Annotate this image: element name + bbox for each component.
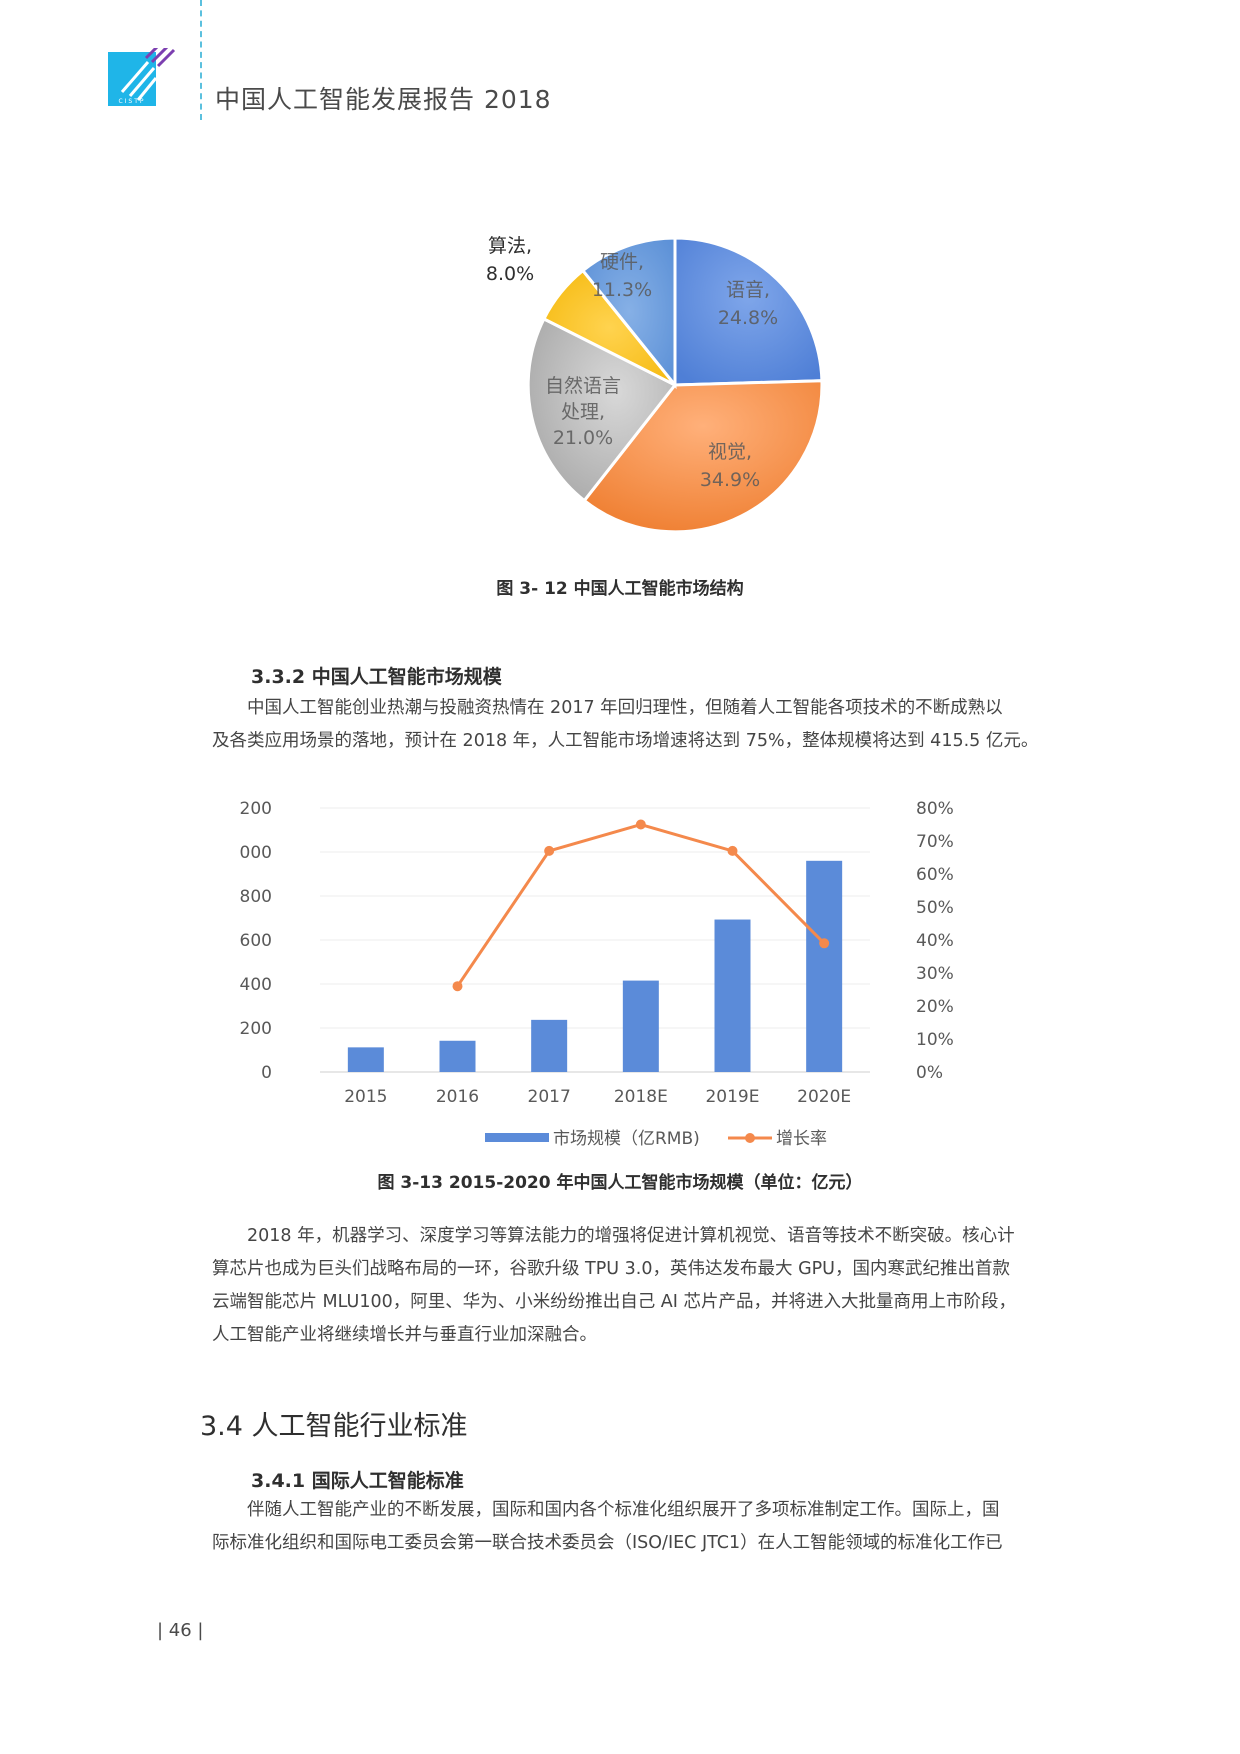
paragraph-line: 中国人工智能创业热潮与投融资热情在 2017 年回归理性，但随着人工智能各项技术… — [212, 698, 1003, 718]
chart-gridlines — [320, 807, 870, 1073]
pie-value-speech: 24.8% — [718, 307, 778, 329]
left-axis-tick-label: 0 — [261, 1063, 272, 1083]
pie-value-hardware: 11.3% — [592, 279, 652, 301]
figure-caption-3-12: 图 3- 12 中国人工智能市场结构 — [496, 579, 744, 599]
legend-swatch-market-size — [485, 1133, 549, 1142]
section-heading-3-4-1: 3.4.1 国际人工智能标准 — [251, 1470, 464, 1492]
growth-rate-point — [635, 819, 646, 830]
bar-2020E — [806, 860, 843, 1072]
paragraph-line: 际标准化组织和国际电工委员会第一联合技术委员会（ISO/IEC JTC1）在人工… — [212, 1533, 1003, 1553]
market-structure-pie: 语音, 24.8% 视觉, 34.9% 自然语言 处理, 21.0% 算法, 8… — [486, 235, 824, 534]
right-axis-tick-label: 30% — [916, 964, 954, 984]
section-heading-3-3-2: 3.3.2 中国人工智能市场规模 — [251, 666, 502, 688]
pie-slice-speech — [673, 236, 824, 387]
pie-value-vision: 34.9% — [700, 469, 760, 491]
pie-label-nlp-1: 自然语言 — [545, 375, 621, 397]
section-heading-3-4: 3.4 人工智能行业标准 — [200, 1411, 468, 1442]
left-axis-tick-label: 600 — [240, 931, 272, 951]
pie-slice-hardware — [580, 236, 677, 390]
right-axis-tick-label: 80% — [916, 799, 954, 819]
paragraph-line: 伴随人工智能产业的不断发展，国际和国内各个标准化组织展开了多项标准制定工作。国际… — [212, 1500, 1000, 1520]
left-axis-tick-label: 1200 — [240, 799, 272, 819]
chart-x-axis-ticks: 2015 2016 2017 2018E 2019E 2020E — [344, 1087, 851, 1107]
header-title: 中国人工智能发展报告 2018 — [215, 85, 552, 114]
pie-label-vision: 视觉, — [708, 441, 752, 463]
left-axis-tick-label: 1000 — [240, 843, 272, 863]
bar-2017 — [531, 1019, 568, 1072]
right-axis-tick-label: 10% — [916, 1030, 954, 1050]
bar-2019E — [714, 919, 751, 1072]
paragraph-line: 云端智能芯片 MLU100，阿里、华为、小米纷纷推出自己 AI 芯片产品，并将进… — [212, 1292, 1017, 1312]
paragraph-line: 人工智能产业将继续增长并与垂直行业加深融合。 — [212, 1325, 597, 1345]
page-number-bar-left: | — [157, 1620, 169, 1641]
section-paragraph-3-4-1: 伴随人工智能产业的不断发展，国际和国内各个标准化组织展开了多项标准制定工作。国际… — [212, 1494, 1112, 1560]
legend-swatch-growth-dot — [745, 1133, 755, 1143]
chart-bars — [347, 860, 843, 1072]
growth-rate-point — [452, 981, 463, 992]
x-axis-tick-label: 2019E — [705, 1087, 759, 1107]
x-axis-tick-label: 2017 — [528, 1087, 571, 1107]
bar-2015 — [347, 1047, 384, 1072]
pie-slice-vision — [582, 379, 824, 534]
x-axis-tick-label: 2020E — [797, 1087, 851, 1107]
right-axis-tick-label: 50% — [916, 898, 954, 918]
pie-slice-nlp — [526, 316, 678, 503]
cistp-logo: CISTP — [108, 44, 180, 112]
paragraph-line: 及各类应用场景的落地，预计在 2018 年，人工智能市场增速将达到 75%，整体… — [212, 731, 1039, 751]
page-number-value: 46 — [168, 1620, 192, 1641]
figure-caption-3-13: 图 3-13 2015-2020 年中国人工智能市场规模（单位：亿元） — [377, 1173, 863, 1193]
header-divider — [200, 0, 202, 120]
market-size-chart: 0 200 400 600 800 1000 1200 0% 10% 20% 30% 40% 50% 6… — [240, 799, 954, 1149]
right-axis-tick-label: 20% — [916, 997, 954, 1017]
pie-label-algorithm: 算法, — [488, 235, 532, 257]
pie-label-hardware: 硬件, — [600, 251, 644, 273]
legend-label-growth: 增长率 — [776, 1129, 827, 1149]
left-axis-tick-label: 200 — [240, 1019, 272, 1039]
logo-text: CISTP — [118, 98, 145, 105]
bar-2018E — [622, 980, 659, 1072]
chart-legend: 市场规模（亿RMB) 增长率 — [485, 1129, 827, 1149]
paragraph-line: 2018 年，机器学习、深度学习等算法能力的增强将促进计算机视觉、语音等技术不断… — [212, 1226, 1015, 1246]
bar-2016 — [439, 1040, 476, 1072]
page-number-bar-right: | — [191, 1620, 204, 1641]
chart-growth-line — [452, 819, 830, 992]
page-number: | 46 | — [157, 1620, 204, 1641]
x-axis-tick-label: 2015 — [344, 1087, 387, 1107]
paragraph-line: 算芯片也成为巨头们战略布局的一环，谷歌升级 TPU 3.0，英伟达发布最大 GP… — [212, 1259, 1010, 1279]
growth-rate-point — [544, 845, 555, 856]
growth-rate-line — [456, 822, 826, 988]
right-axis-tick-label: 60% — [916, 865, 954, 885]
right-axis-tick-label: 0% — [916, 1063, 943, 1083]
right-axis-tick-label: 40% — [916, 931, 954, 951]
chart-right-axis-ticks: 0% 10% 20% 30% 40% 50% 60% 70% 80% — [916, 799, 954, 1083]
section-paragraph-3-3-2: 中国人工智能创业热潮与投融资热情在 2017 年回归理性，但随着人工智能各项技术… — [212, 692, 1112, 758]
legend-label-market-size: 市场规模（亿RMB) — [553, 1129, 700, 1149]
pie-value-nlp: 21.0% — [553, 427, 613, 449]
left-axis-tick-label: 800 — [240, 887, 272, 907]
pie-label-nlp-2: 处理, — [561, 401, 605, 423]
pie-value-algorithm: 8.0% — [486, 263, 534, 285]
growth-rate-point — [819, 938, 830, 949]
right-axis-tick-label: 70% — [916, 832, 954, 852]
growth-rate-point — [727, 845, 738, 856]
pie-label-speech: 语音, — [726, 279, 770, 301]
body-paragraph: 2018 年，机器学习、深度学习等算法能力的增强将促进计算机视觉、语音等技术不断… — [212, 1220, 1112, 1352]
chart-left-axis-ticks: 0 200 400 600 800 1000 1200 — [240, 799, 272, 1083]
left-axis-tick-label: 400 — [240, 975, 272, 995]
x-axis-tick-label: 2016 — [436, 1087, 479, 1107]
x-axis-tick-label: 2018E — [614, 1087, 668, 1107]
